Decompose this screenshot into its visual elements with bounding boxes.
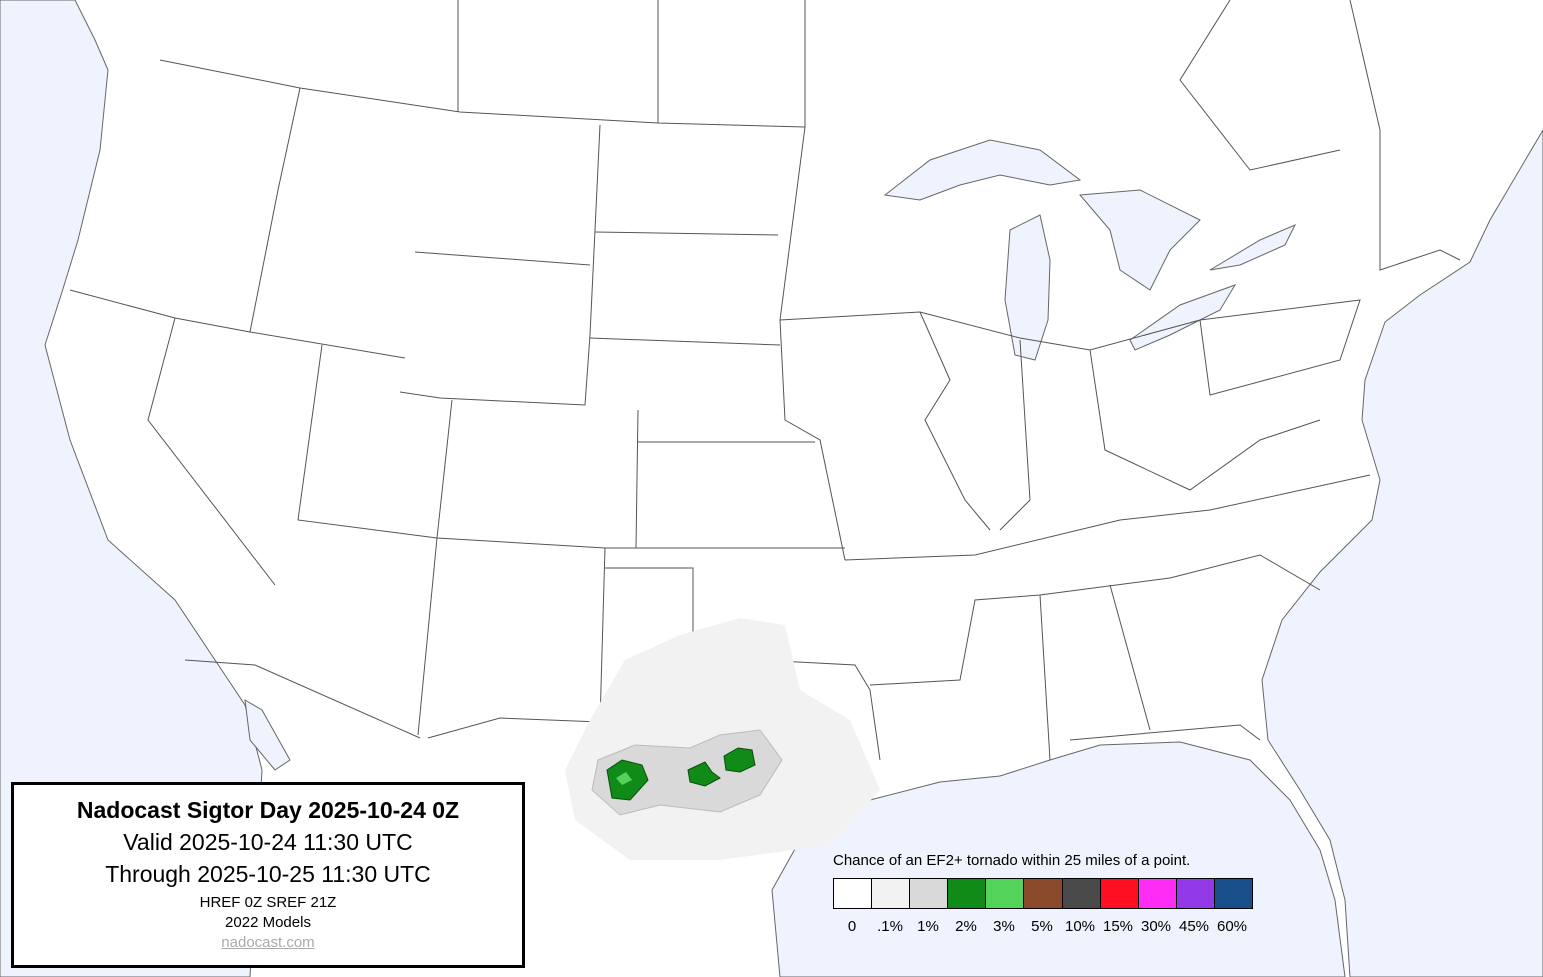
legend-swatch [1176, 879, 1215, 908]
legend-label: 15% [1102, 918, 1134, 935]
legend-label: 0 [847, 918, 857, 935]
lake-erie [1129, 284, 1237, 351]
map-title: Nadocast Sigtor Day 2025-10-24 0Z [76, 797, 460, 823]
legend-label: 3% [993, 918, 1015, 935]
models-year: 2022 Models [225, 914, 311, 931]
gulf-of-california [244, 699, 291, 771]
state-borders [69, 0, 1461, 761]
legend-label: 5% [1031, 918, 1053, 935]
legend-label: 30% [1140, 918, 1172, 935]
valid-time: Valid 2025-10-24 11:30 UTC [123, 829, 413, 855]
legend-label: 1% [917, 918, 939, 935]
legend-swatches [833, 878, 1253, 909]
legend-label: 2% [955, 918, 977, 935]
lake-superior [883, 139, 1082, 201]
atlantic-ocean [1261, 129, 1543, 977]
lake-huron [1078, 189, 1201, 291]
legend-swatch [1214, 879, 1253, 908]
legend-swatch [910, 879, 949, 908]
probability-contours [565, 618, 880, 860]
legend-swatch [1062, 879, 1101, 908]
lake-ontario [1209, 224, 1297, 271]
lake-michigan [1004, 214, 1051, 361]
title-box: Nadocast Sigtor Day 2025-10-24 0Z Valid … [11, 782, 525, 968]
legend-label: 60% [1216, 918, 1248, 935]
models-line: HREF 0Z SREF 21Z [199, 894, 337, 911]
legend-swatch [1138, 879, 1177, 908]
legend-label: 10% [1064, 918, 1096, 935]
legend-swatch [948, 879, 987, 908]
contour-3pct-west [616, 772, 632, 785]
site-link[interactable]: nadocast.com [221, 934, 315, 951]
legend-swatch [1024, 879, 1063, 908]
through-time: Through 2025-10-25 11:30 UTC [105, 861, 431, 887]
legend-label: .1% [877, 918, 903, 935]
legend-title: Chance of an EF2+ tornado within 25 mile… [833, 852, 1191, 869]
legend-swatch [872, 879, 911, 908]
legend-label: 45% [1178, 918, 1210, 935]
legend-labels: 0 .1% 1% 2% 3% 5% 10% 15% 30% 45% 60% [833, 918, 1253, 935]
legend: Chance of an EF2+ tornado within 25 mile… [833, 852, 1253, 935]
legend-swatch [834, 879, 873, 908]
legend-swatch [986, 879, 1025, 908]
legend-swatch [1100, 879, 1139, 908]
contour-2pct-east [723, 747, 756, 773]
contour-2pct-central [687, 761, 721, 787]
